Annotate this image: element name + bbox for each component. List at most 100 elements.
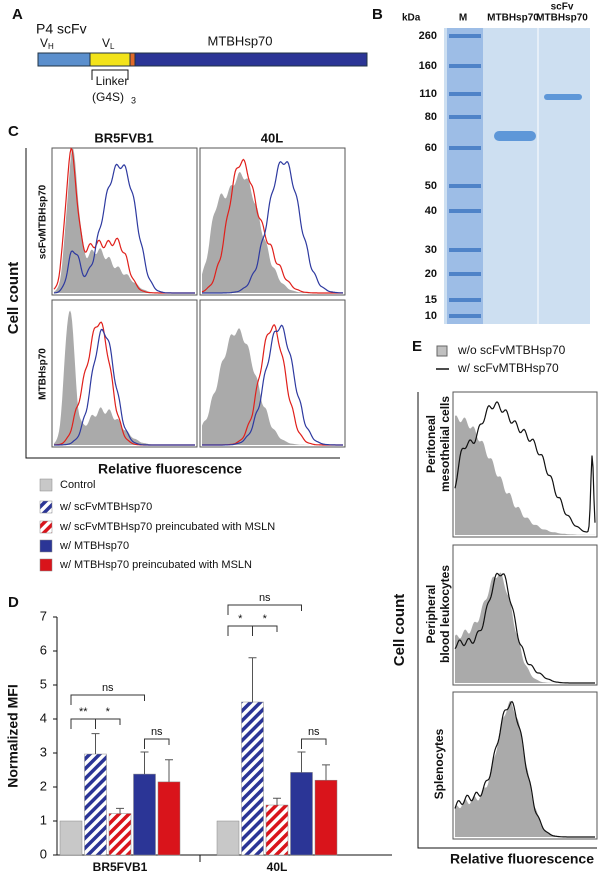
histogram-line [454, 572, 595, 684]
marker-label: 40 [425, 205, 437, 217]
marker-label: 20 [425, 268, 437, 280]
error-bar [248, 657, 257, 702]
y-tick-label: 2 [40, 778, 47, 793]
lane-label: MTBHsp70 [536, 13, 588, 24]
axes [25, 148, 340, 459]
bracket [252, 625, 278, 636]
ladder-lane [447, 28, 483, 324]
bar [314, 779, 338, 856]
significance: ns [151, 726, 163, 738]
y-axis-title: Cell count [391, 594, 408, 667]
marker-label: 50 [425, 180, 437, 192]
legend-label: w/ scFvMTBHsp70 [59, 501, 152, 513]
panel-label: C [8, 123, 19, 140]
error-bar [273, 797, 281, 806]
band [494, 131, 536, 141]
significance: * [263, 613, 268, 625]
y-tick-label: 5 [40, 676, 47, 691]
ladder-band [449, 298, 481, 302]
panel-label: A [12, 6, 23, 23]
ladder-band [449, 115, 481, 119]
histogram-line [54, 328, 195, 446]
row-label: Peritoneal [424, 415, 438, 473]
y-tick-label: 0 [40, 846, 47, 861]
y-tick-label: 6 [40, 642, 47, 657]
x-tick-label: BR5FVB1 [93, 860, 148, 874]
error-bar [322, 764, 330, 781]
bar [157, 781, 181, 856]
lane-label: scFv [551, 2, 574, 13]
legend-label: w/o scFvMTBHsp70 [457, 343, 566, 357]
error-bar [297, 751, 306, 773]
marker-label: 110 [419, 88, 437, 100]
row-label: Splenocytes [432, 728, 446, 799]
marker-label: 160 [419, 60, 437, 72]
ladder-band [449, 272, 481, 276]
row-label: scFvMTBHsp70 [38, 184, 49, 259]
axes [56, 617, 392, 856]
lane-label: M [459, 13, 467, 24]
legend-swatch [39, 500, 53, 514]
linker [129, 52, 136, 67]
bar [265, 804, 289, 856]
ladder-band [449, 34, 481, 38]
column-label: 40L [261, 130, 283, 145]
histogram-fill [54, 310, 195, 445]
domain-sub: L [110, 42, 115, 51]
x-axis-title: Relative fluorescence [98, 461, 242, 477]
marker-label: 10 [425, 310, 437, 322]
row-label: Peripheral [424, 585, 438, 644]
histogram-line [201, 158, 343, 294]
panel-label: D [8, 594, 19, 611]
histogram-fill [54, 148, 195, 293]
histogram-line [454, 700, 595, 838]
ladder-band [449, 209, 481, 213]
marker-label: 260 [419, 30, 437, 42]
domain-label: MTBHsp70 [207, 33, 272, 48]
ladder-band [449, 314, 481, 318]
bracket [95, 718, 121, 729]
vl-domain [89, 52, 131, 67]
marker-label: 60 [425, 142, 437, 154]
bracket [144, 738, 170, 749]
histogram-line [53, 163, 195, 294]
legend-swatch [436, 345, 448, 357]
marker-label: 80 [425, 111, 437, 123]
error-bar [116, 807, 124, 814]
histogram-fill [202, 172, 343, 293]
marker-label: 30 [425, 244, 437, 256]
histogram-fill [202, 328, 343, 445]
legend-label: w/ scFvMTBHsp70 [457, 361, 559, 375]
bar [59, 820, 83, 856]
bracket [301, 738, 327, 749]
bar [84, 753, 107, 856]
row-label: mesothelial cells [438, 396, 452, 492]
bracket [70, 718, 96, 729]
significance: ns [259, 592, 271, 604]
band [544, 94, 582, 100]
row-label: MTBHsp70 [38, 348, 49, 400]
legend-label: w/ MTBHsp70 preincubated with MSLN [59, 559, 252, 571]
bracket [227, 604, 302, 615]
legend-swatch [39, 478, 53, 492]
row-label: blood leukocytes [438, 565, 452, 663]
domain-sub: H [48, 42, 54, 51]
ladder-band [449, 146, 481, 150]
histogram-fill [455, 700, 595, 837]
hsp-domain [134, 52, 368, 67]
panel-label: E [412, 338, 422, 355]
column-label: BR5FVB1 [94, 130, 153, 145]
error-bar [140, 751, 149, 775]
y-tick-label: 7 [40, 608, 47, 623]
construct-title: P4 scFv [36, 21, 87, 37]
x-axis-title: Relative fluorescence [450, 851, 594, 867]
error-bar [91, 733, 100, 755]
bracket [227, 625, 253, 636]
y-tick-label: 4 [40, 710, 47, 725]
bar [133, 773, 156, 856]
legend-label: Control [60, 479, 95, 491]
ladder-band [449, 248, 481, 252]
linker-label: Linker [96, 74, 129, 88]
bracket [91, 69, 129, 80]
